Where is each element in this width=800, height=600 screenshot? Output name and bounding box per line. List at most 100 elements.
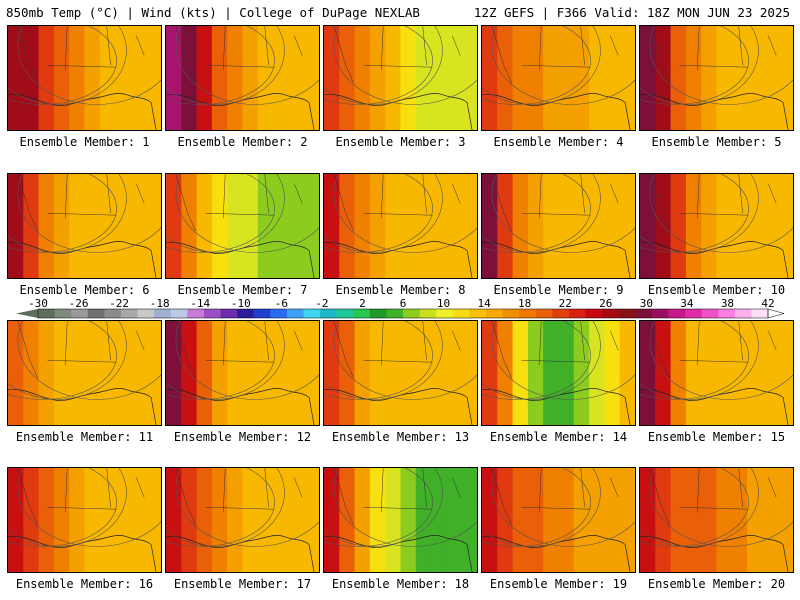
temperature-band [166,174,182,278]
temperature-band [303,26,319,130]
coastline [8,93,157,130]
temperature-band [461,468,477,572]
colorbar-tick-label: -18 [149,297,170,310]
colorbar-bin [154,309,172,318]
colorbar-tick-label: 30 [639,297,653,310]
temperature-band [288,26,305,130]
temperature-band [211,468,228,572]
temperature-band [604,468,621,572]
temperature-band [181,174,198,278]
colorbar-tick-label: -6 [274,297,288,310]
height-contour [333,321,477,400]
state-borders [17,174,145,232]
temperature-band [512,321,529,425]
temperature-band [431,26,447,130]
height-contour [17,468,161,547]
temperature-field-map [8,26,161,130]
temperature-band [145,468,161,572]
temperature-band [497,174,514,278]
height-contour [491,468,635,547]
temperature-field-map [8,321,161,425]
height-contour [640,174,759,253]
temperature-band [777,321,793,425]
height-contour [640,468,749,547]
temperature-field-map [640,174,793,278]
temperature-band [257,468,274,572]
temperature-band [446,468,463,572]
height-contour [482,174,601,253]
state-borders [491,26,619,84]
temperature-band [604,321,621,425]
temperature-band [8,174,24,278]
temperature-band [497,468,514,572]
height-contour [491,26,635,105]
colorbar-bin [38,309,55,318]
colorbar-bin [635,309,653,318]
height-contour [324,321,443,400]
temperature-band [415,321,432,425]
height-contour [649,26,793,105]
height-contour [491,174,635,253]
temperature-band [84,26,101,130]
temperature-band [619,26,635,130]
colorbar-tick-label: -2 [315,297,329,310]
height-contour [649,174,793,253]
member-label: Ensemble Member: 19 [489,577,628,591]
temperature-band [227,468,244,572]
temperature-band [731,26,748,130]
temperature-field-map [166,174,319,278]
colorbar-bin [187,309,205,318]
colorbar-bin [602,309,620,318]
temperature-band [324,468,340,572]
height-contour [640,321,749,400]
coastline [324,535,473,572]
coastline [8,535,157,572]
temperature-colorbar: -30 -26 -22 -18 -14 -10 -6 -2 2 6 10 14 18 22 26 30 34 38… [14,297,786,321]
colorbar-bin [303,309,321,318]
colorbar-bin [568,309,586,318]
temperature-field-map [482,321,635,425]
member-label: Ensemble Member: 20 [647,577,786,591]
colorbar-bin [718,309,736,318]
temperature-band [777,174,793,278]
temperature-band [670,468,687,572]
temperature-band [619,321,635,425]
temperature-band [196,174,213,278]
colorbar-bin [54,309,72,318]
temperature-band [446,321,463,425]
member-label: Ensemble Member: 5 [651,135,782,149]
temperature-band [369,321,386,425]
temperature-band [84,321,101,425]
colorbar-bin [270,309,288,318]
colorbar-bin [485,309,503,318]
colorbar-bin [320,309,338,318]
height-contour [649,468,793,547]
temperature-field-map [166,26,319,130]
map-title: 850mb Temp (°C) | Wind (kts) | College o… [6,5,420,20]
colorbar-tick-label: -22 [109,297,130,310]
colorbar-bin [286,309,304,318]
temperature-band [339,174,356,278]
temperature-band [354,174,371,278]
height-contour [166,468,285,547]
temperature-field-map [324,321,477,425]
temperature-band [303,468,319,572]
temperature-band [685,174,702,278]
height-contour [8,174,117,253]
height-contour [333,468,477,547]
temperature-band [181,321,198,425]
temperature-band [431,468,447,572]
height-contour [482,321,591,400]
colorbar-bin [220,309,238,318]
temperature-field-map [640,468,793,572]
colorbar-bin [701,309,719,318]
state-borders [333,468,461,526]
temperature-band [242,468,259,572]
state-borders [649,321,777,379]
state-borders [649,468,777,526]
member-label: Ensemble Member: 12 [173,430,312,444]
temperature-band [303,174,319,278]
temperature-band [354,321,371,425]
temperature-band [731,321,748,425]
temperature-band [166,468,182,572]
